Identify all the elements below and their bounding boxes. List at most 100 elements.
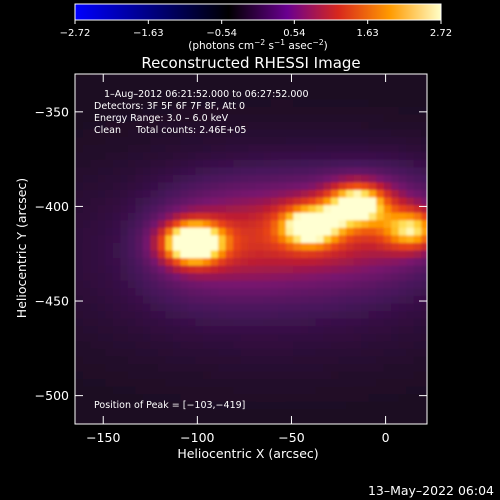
heatmap-cell — [210, 121, 219, 130]
heatmap-cell — [112, 75, 121, 85]
heatmap-cell — [127, 91, 136, 100]
heatmap-cell — [172, 204, 182, 213]
heatmap-cell — [105, 136, 114, 145]
heatmap-cell — [180, 234, 189, 243]
heatmap-cell — [323, 348, 332, 357]
heatmap-cell — [225, 371, 234, 380]
heatmap-cell — [210, 325, 219, 334]
heatmap-cell — [225, 144, 234, 153]
heatmap-cell — [240, 106, 249, 115]
heatmap-cell — [112, 74, 121, 77]
heatmap-cell — [203, 302, 212, 312]
heatmap-cell — [135, 310, 144, 319]
heatmap-cell — [105, 325, 114, 334]
heatmap-cell — [120, 234, 129, 243]
heatmap-cell — [323, 257, 332, 266]
heatmap-cell — [195, 302, 204, 312]
heatmap-cell — [225, 378, 234, 387]
heatmap-cell — [413, 363, 422, 372]
heatmap-cell — [300, 204, 310, 213]
heatmap-cell — [300, 310, 310, 319]
heatmap-cell — [308, 128, 317, 138]
heatmap-cell — [376, 386, 385, 395]
heatmap-cell — [187, 249, 197, 259]
heatmap-cell — [225, 340, 234, 349]
heatmap-cell — [135, 204, 144, 213]
heatmap-cell — [135, 128, 144, 138]
heatmap-cell — [82, 371, 91, 380]
heatmap-cell — [293, 151, 302, 160]
heatmap-cell — [338, 416, 347, 424]
heatmap-cell — [240, 189, 249, 198]
heatmap-cell — [293, 212, 302, 221]
heatmap-cell — [112, 121, 121, 130]
heatmap-cell — [383, 75, 392, 85]
heatmap-cell — [300, 212, 310, 221]
heatmap-cell — [315, 333, 325, 342]
heatmap-cell — [240, 227, 249, 236]
heatmap-cell — [368, 136, 377, 145]
heatmap-cell — [127, 295, 136, 304]
heatmap-cell — [97, 83, 106, 92]
annotation-peak-position: Position of Peak = [−103,−419] — [94, 400, 245, 411]
heatmap-cell — [240, 295, 249, 304]
heatmap-cell — [315, 83, 325, 92]
heatmap-cell — [157, 318, 166, 327]
heatmap-cell — [218, 174, 227, 183]
heatmap-cell — [127, 227, 136, 236]
heatmap-cell — [293, 204, 302, 213]
heatmap-cell — [315, 340, 325, 349]
heatmap-cell — [391, 212, 400, 221]
heatmap-cell — [195, 363, 204, 372]
heatmap-cell — [187, 310, 197, 319]
heatmap-cell — [376, 98, 385, 107]
heatmap-cell — [361, 257, 370, 266]
heatmap-cell — [368, 280, 377, 289]
heatmap-cell — [172, 333, 182, 342]
heatmap-cell — [368, 378, 377, 387]
heatmap-cell — [90, 325, 99, 334]
heatmap-cell — [331, 174, 340, 183]
heatmap-cell — [172, 219, 182, 228]
heatmap-cell — [150, 371, 159, 380]
heatmap-cell — [105, 355, 114, 365]
heatmap-cell — [248, 348, 257, 357]
heatmap-cell — [165, 408, 174, 418]
heatmap-cell — [413, 333, 422, 342]
heatmap-cell — [263, 227, 272, 236]
heatmap-cell — [315, 386, 325, 395]
heatmap-cell — [142, 74, 151, 77]
heatmap-cell — [187, 113, 197, 122]
heatmap-cell — [82, 113, 91, 122]
heatmap-cell — [413, 75, 422, 85]
heatmap-cell — [255, 325, 264, 334]
heatmap-cell — [157, 295, 166, 304]
heatmap-cell — [346, 265, 355, 274]
heatmap-cell — [285, 106, 294, 115]
heatmap-cell — [135, 212, 144, 221]
heatmap-cell — [187, 295, 197, 304]
heatmap-cell — [398, 83, 407, 92]
heatmap-cell — [406, 227, 415, 236]
heatmap-cell — [376, 136, 385, 145]
heatmap-cell — [248, 83, 257, 92]
heatmap-cell — [210, 408, 219, 418]
heatmap-cell — [157, 265, 166, 274]
heatmap-cell — [218, 219, 227, 228]
heatmap-cell — [97, 196, 106, 206]
heatmap-cell — [361, 272, 370, 281]
heatmap-cell — [353, 340, 362, 349]
heatmap-cell — [210, 74, 219, 77]
heatmap-cell — [383, 174, 392, 183]
heatmap-cell — [142, 204, 151, 213]
heatmap-cell — [120, 287, 129, 296]
heatmap-cell — [105, 121, 114, 130]
heatmap-cell — [180, 318, 189, 327]
heatmap-cell — [97, 393, 106, 402]
heatmap-cell — [180, 355, 189, 365]
heatmap-cell — [308, 348, 317, 357]
heatmap-cell — [398, 355, 407, 365]
heatmap-cell — [187, 181, 197, 191]
heatmap-cell — [150, 159, 159, 168]
heatmap-cell — [97, 408, 106, 418]
